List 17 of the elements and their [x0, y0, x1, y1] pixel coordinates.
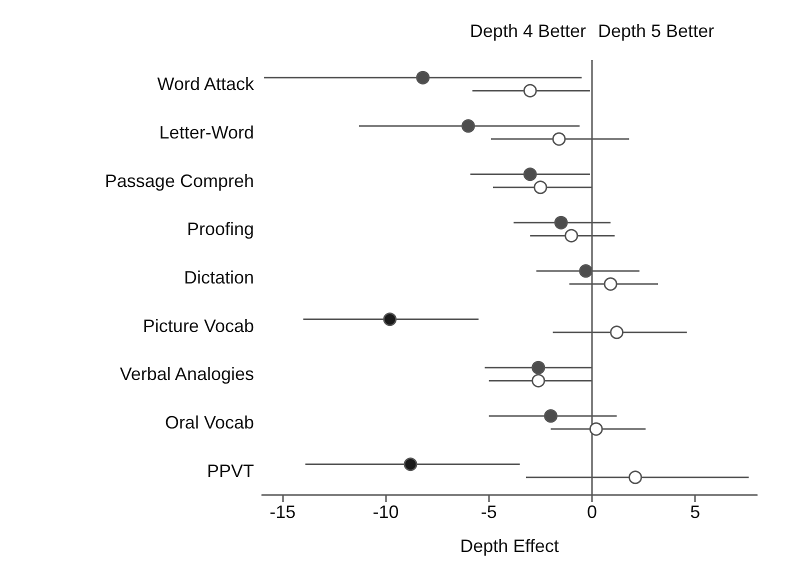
y-tick-label: Dictation — [184, 268, 254, 288]
y-tick-label: Oral Vocab — [164, 412, 254, 432]
x-axis-title: Depth Effect — [460, 536, 559, 556]
x-tick-label: 0 — [586, 502, 598, 522]
text: Depth 4 Better — [470, 21, 586, 41]
y-tick-label: PPVT — [206, 460, 254, 481]
x-tick-label: 5 — [690, 502, 700, 522]
x-tick-label: -5 — [480, 502, 497, 522]
y-tick-label: Letter-Word — [159, 122, 254, 142]
y-tick-label: Proofing — [186, 219, 254, 240]
y-tick-label: Word Attack — [157, 74, 255, 94]
x-tick-label: -10 — [372, 502, 399, 522]
y-tick-label: Passage Compreh — [104, 170, 254, 191]
y-tick-label: Verbal Analogies — [120, 364, 254, 384]
y-tick-label: Picture Vocab — [142, 316, 254, 336]
text: Depth 5 Better — [598, 21, 714, 41]
x-tick-label: -15 — [270, 502, 296, 522]
